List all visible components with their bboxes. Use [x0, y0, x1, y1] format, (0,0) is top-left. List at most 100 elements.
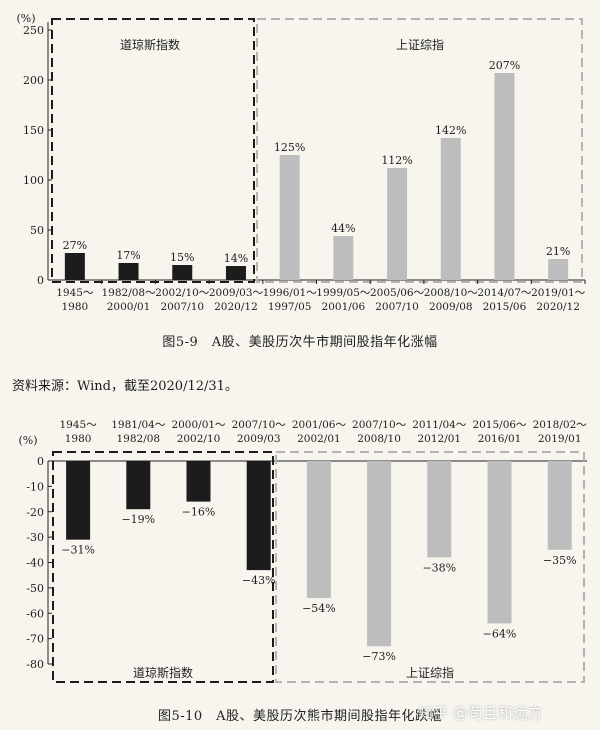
bar — [225, 266, 246, 280]
data-label: 14% — [224, 252, 248, 265]
shanghai-composite-group-box — [256, 18, 583, 283]
x-tick-label-end: 1997/05 — [268, 301, 312, 313]
bar — [494, 73, 515, 280]
y-tick-label: 250 — [23, 24, 44, 37]
y-tick-label: -10 — [26, 480, 44, 493]
bar — [440, 138, 461, 280]
y-tick-label: 150 — [23, 124, 44, 137]
x-tick-label-end: 2007/10 — [375, 301, 419, 313]
y-unit-label: (%) — [16, 12, 35, 25]
x-tick-label-end: 1980 — [61, 301, 88, 313]
x-tick-label-end: 2020/12 — [536, 301, 580, 313]
x-tick-label-start: 2014/07～ — [477, 287, 532, 299]
data-label: 142% — [435, 124, 466, 137]
bar — [427, 461, 452, 558]
series-name-label: 上证综指 — [396, 37, 444, 52]
x-tick-label-end: 1980 — [65, 433, 92, 445]
bar — [333, 236, 354, 280]
x-tick-label-end: 2002/01 — [297, 433, 341, 445]
x-tick-label-end: 2020/12 — [214, 301, 258, 313]
data-label: 21% — [546, 245, 570, 258]
bar — [66, 461, 91, 540]
x-tick-label-start: 2007/10～ — [232, 419, 287, 431]
x-tick-label-end: 2016/01 — [478, 433, 522, 445]
bar — [548, 259, 569, 280]
y-tick-label: 0 — [37, 455, 44, 468]
bar — [279, 155, 300, 280]
bar — [306, 461, 331, 599]
y-tick-label: -40 — [26, 557, 44, 570]
x-tick-label-end: 2012/01 — [417, 433, 461, 445]
data-label: 44% — [331, 222, 355, 235]
y-tick-label: -60 — [26, 607, 44, 620]
y-tick-label: 0 — [37, 274, 44, 287]
bear-market-chart: (%)0 -10 -20 -30 -40 -50 -60 -70 -80 道琼斯指数 −31% 194… — [18, 419, 588, 683]
x-tick-label-start: 2002/10～ — [155, 287, 210, 299]
data-label: 17% — [116, 249, 140, 262]
x-tick-label-start: 2015/06～ — [472, 419, 527, 431]
dow-jones-group-box — [51, 18, 255, 283]
data-label: −16% — [182, 506, 216, 519]
x-tick-label-start: 2018/02～ — [533, 419, 588, 431]
x-tick-label-start: 1999/05～ — [316, 287, 371, 299]
bar — [186, 461, 211, 502]
x-tick-label-start: 1981/04～ — [111, 419, 166, 431]
bar — [547, 461, 572, 550]
dow-jones-group-box — [52, 451, 274, 683]
data-label: −38% — [422, 561, 456, 574]
bar — [126, 461, 151, 510]
data-label: 15% — [170, 251, 194, 264]
source-note: 资料来源：Wind，截至2020/12/31。 — [12, 379, 238, 394]
bar — [367, 461, 392, 647]
x-tick-label-end: 1982/08 — [116, 433, 160, 445]
data-label: −73% — [362, 650, 396, 663]
x-tick-label-end: 2015/06 — [483, 301, 527, 313]
x-tick-label-start: 1945～ — [59, 419, 97, 431]
data-label: −35% — [543, 554, 577, 567]
figure-5-9-caption: 图5-9 A股、美股历次牛市期间股指年化涨幅 — [162, 335, 438, 350]
series-name-label: 道琼斯指数 — [133, 665, 193, 680]
data-label: −64% — [483, 627, 517, 640]
bar — [387, 168, 408, 280]
y-tick-label: 100 — [23, 174, 44, 187]
data-label: 125% — [274, 141, 305, 154]
shanghai-composite-group-box — [275, 451, 585, 683]
y-tick-label: -70 — [26, 633, 44, 646]
x-tick-label-end: 2000/01 — [107, 301, 151, 313]
x-tick-label-start: 2008/10～ — [424, 287, 479, 299]
x-tick-label-end: 2019/01 — [538, 433, 582, 445]
x-tick-label-start: 2000/01～ — [171, 419, 226, 431]
data-label: −19% — [121, 513, 155, 526]
x-tick-label-start: 2007/10～ — [352, 419, 407, 431]
data-label: −31% — [61, 544, 95, 557]
y-tick-label: 50 — [30, 224, 44, 237]
data-label: 112% — [381, 154, 412, 167]
x-tick-label-start: 1945～ — [56, 287, 94, 299]
y-tick-label: -20 — [26, 506, 44, 519]
x-tick-label-end: 2007/10 — [160, 301, 204, 313]
bar — [64, 253, 85, 280]
bull-market-chart: (%) 0 50 100 150 200 250 道琼斯指数 27% 1945～ 1980 17% 19… — [16, 12, 586, 313]
x-tick-label-start: 2009/03～ — [209, 287, 264, 299]
data-label: −54% — [302, 602, 336, 615]
x-tick-label-start: 1996/01～ — [263, 287, 318, 299]
figure-5-10-caption: 图5-10 A股、美股历次熊市期间股指年化跌幅 — [157, 709, 443, 724]
x-tick-label-start: 2001/06～ — [292, 419, 347, 431]
x-tick-label-end: 2008/10 — [357, 433, 401, 445]
x-tick-label-start: 1982/08～ — [101, 287, 156, 299]
bar — [118, 263, 139, 280]
data-label: 27% — [63, 239, 87, 252]
x-tick-label-start: 2011/04～ — [412, 419, 467, 431]
x-tick-label-end: 2009/03 — [237, 433, 281, 445]
y-tick-label: -30 — [26, 531, 44, 544]
bar — [172, 265, 193, 280]
y-tick-label: -50 — [26, 582, 44, 595]
bar — [487, 461, 512, 624]
series-name-label: 道琼斯指数 — [120, 37, 180, 52]
y-tick-label: -80 — [26, 658, 44, 671]
x-tick-label-end: 2001/06 — [322, 301, 366, 313]
x-tick-label-start: 2019/01～ — [531, 287, 586, 299]
data-label: −43% — [242, 574, 276, 587]
y-tick-label: 200 — [23, 74, 44, 87]
x-tick-label-start: 2005/06～ — [370, 287, 425, 299]
